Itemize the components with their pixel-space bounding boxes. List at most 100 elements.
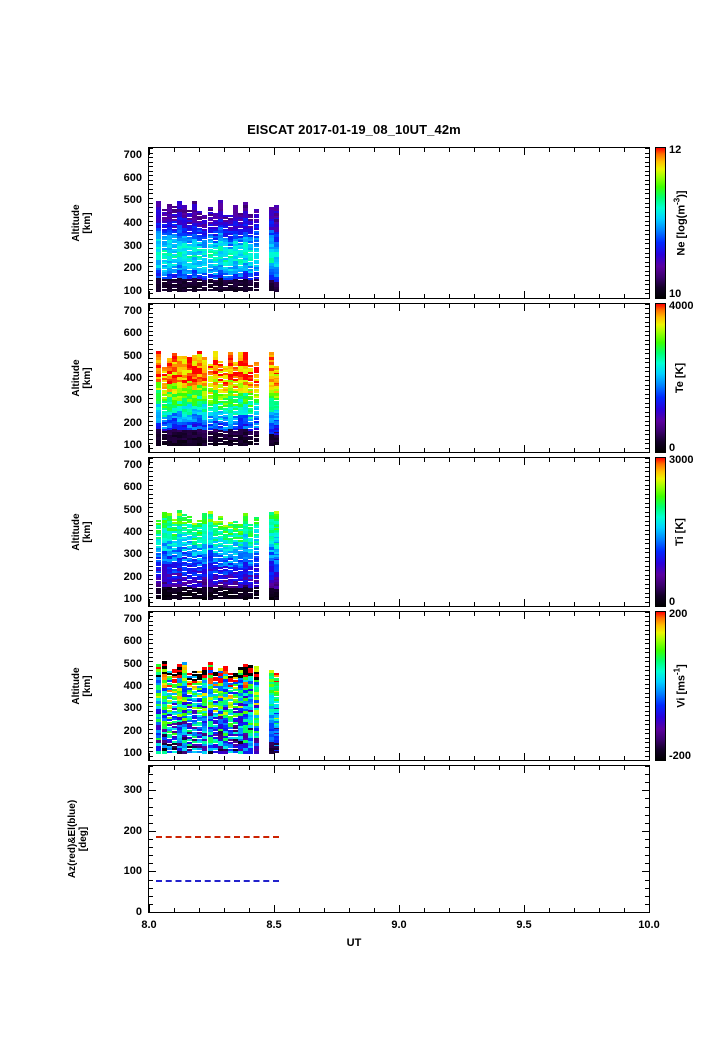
heatmap-cell	[213, 551, 218, 553]
heatmap-cell	[248, 257, 253, 259]
heatmap-cell	[243, 236, 248, 239]
heatmap-cell	[162, 422, 167, 424]
heatmap-cell	[177, 270, 182, 273]
heatmap-cell	[243, 434, 248, 437]
heatmap-cell	[223, 436, 228, 438]
y-tick-vi	[645, 630, 649, 631]
heatmap-cell	[213, 401, 218, 404]
heatmap-cell	[248, 287, 253, 289]
heatmap-cell	[248, 284, 253, 286]
x-tick-top-vi	[574, 612, 575, 616]
heatmap-cell	[172, 536, 177, 538]
heatmap-cell	[162, 731, 167, 734]
heatmap-cell	[172, 421, 177, 424]
heatmap-cell	[274, 552, 279, 554]
heatmap-cell	[167, 531, 172, 534]
heatmap-cell	[269, 260, 274, 263]
y-tick-ti	[645, 476, 649, 477]
heatmap-cell	[243, 708, 248, 711]
heatmap-cell	[274, 535, 279, 537]
heatmap-cell	[248, 384, 253, 386]
heatmap-cell	[172, 251, 177, 253]
y-tick-te	[149, 376, 153, 377]
x-tick-azel	[374, 908, 375, 912]
heatmap-cell	[156, 368, 161, 371]
y-tick-vi	[645, 652, 649, 653]
heatmap-cell	[197, 272, 202, 274]
heatmap-cell	[248, 410, 253, 412]
x-tick-top-ti	[274, 458, 275, 465]
heatmap-cell	[197, 249, 202, 251]
heatmap-cell	[202, 231, 207, 233]
heatmap-cell	[182, 567, 187, 569]
x-tick-top-te	[474, 304, 475, 308]
heatmap-cell	[238, 670, 243, 673]
heatmap-cell	[218, 733, 223, 736]
heatmap-cell	[177, 724, 182, 727]
heatmap-cell	[218, 558, 223, 560]
heatmap-cell	[233, 722, 238, 724]
heatmap-cell	[218, 389, 223, 391]
heatmap-cell	[208, 705, 213, 708]
heatmap-cell	[177, 424, 182, 427]
heatmap-cell	[269, 533, 274, 536]
heatmap-cell	[197, 597, 202, 599]
heatmap-cell	[177, 539, 182, 542]
heatmap-cell	[254, 536, 259, 538]
heatmap-cell	[223, 540, 228, 542]
heatmap-cell	[156, 695, 161, 698]
heatmap-cell	[218, 716, 223, 719]
y-tick-label-ne: 400	[123, 217, 142, 229]
heatmap-cell	[162, 286, 167, 288]
heatmap-cell	[213, 270, 218, 272]
heatmap-cell	[208, 284, 213, 286]
heatmap-cell	[243, 393, 248, 396]
y-tick-ne	[645, 257, 649, 258]
heatmap-cell	[223, 403, 228, 405]
heatmap-cell	[228, 597, 233, 599]
heatmap-cell	[243, 440, 248, 443]
x-tick-top-ne	[499, 148, 500, 152]
heatmap-cell	[208, 289, 213, 291]
heatmap-cell	[156, 680, 161, 683]
heatmap-cell	[274, 382, 279, 384]
heatmap-cell	[213, 254, 218, 256]
y-axis-title-vi: Altitude [km]	[71, 667, 93, 704]
y-tick-ti	[149, 512, 153, 513]
heatmap-cell	[243, 426, 248, 429]
heatmap-cell	[182, 537, 187, 539]
heatmap-cell	[238, 700, 243, 703]
heatmap-cell	[213, 420, 218, 423]
y-tick-ne	[149, 162, 153, 163]
heatmap-cell	[238, 437, 243, 440]
heatmap-cell	[202, 718, 207, 721]
heatmap-cell	[208, 514, 213, 517]
heatmap-cell	[167, 222, 172, 225]
heatmap-cell	[208, 224, 213, 226]
heatmap-cell	[243, 368, 248, 371]
y-tick-ti	[149, 548, 153, 549]
heatmap-cell	[223, 244, 228, 246]
heatmap-cell	[248, 725, 253, 728]
heatmap-cell	[274, 711, 279, 713]
heatmap-cell	[223, 553, 228, 555]
heatmap-cell	[162, 392, 167, 394]
heatmap-cell	[233, 526, 238, 528]
heatmap-cell	[172, 676, 177, 678]
heatmap-cell	[269, 426, 274, 429]
heatmap-cell	[187, 690, 192, 692]
heatmap-cell	[192, 577, 197, 579]
y-tick-te	[645, 326, 649, 327]
heatmap-cell	[248, 673, 253, 676]
y-tick-te	[149, 367, 153, 368]
heatmap-cell	[269, 269, 274, 272]
y-tick-ne	[149, 221, 153, 222]
heatmap-cell	[156, 238, 161, 241]
y-tick-te	[645, 353, 649, 354]
heatmap-cell	[172, 361, 177, 364]
heatmap-cell	[197, 705, 202, 707]
heatmap-cell	[238, 542, 243, 544]
y-tick-ne	[645, 266, 649, 267]
heatmap-cell	[172, 274, 177, 276]
heatmap-cell	[156, 267, 161, 270]
